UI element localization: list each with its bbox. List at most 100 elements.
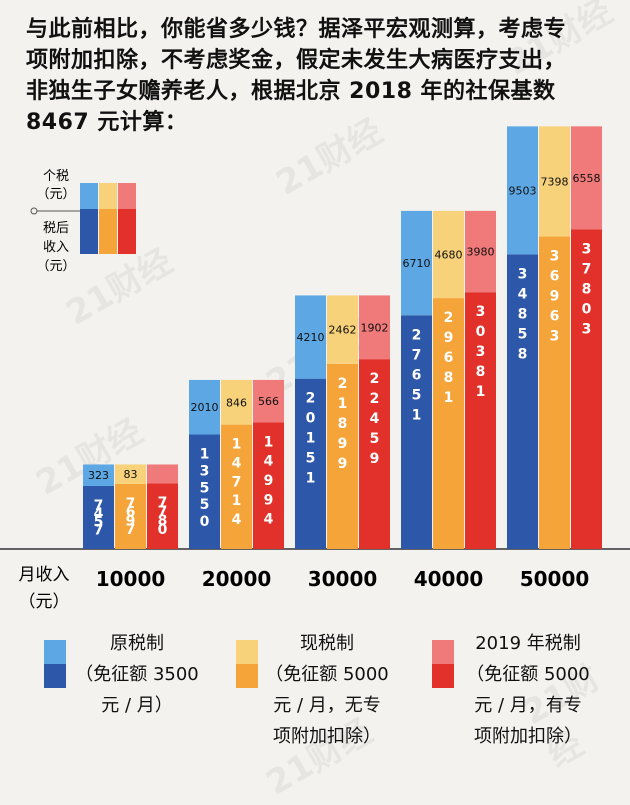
bar-after-tax: [295, 378, 326, 549]
legend-line: 元 / 月，无专: [273, 695, 381, 716]
bar-tax: [571, 126, 602, 230]
bar-after-tax: [359, 359, 390, 549]
legend-label-original: 原税制 （免征额 3500 元 / 月）: [72, 628, 202, 721]
tax-data-label: 2010: [191, 401, 219, 414]
legend-swatch-2019-top: [432, 640, 454, 664]
key-swatch-after-tax: [80, 209, 98, 254]
bar-tax: [115, 464, 146, 484]
tax-data-label: 323: [88, 469, 109, 482]
bar-after-tax: [253, 422, 284, 549]
legend-swatch-2019-bottom: [432, 664, 454, 688]
bar-tax: [465, 210, 496, 293]
bar-after-tax: [221, 424, 252, 549]
bar-after-tax: [115, 483, 146, 549]
bar-after-tax: [465, 292, 496, 549]
legend-line: 现税制: [300, 633, 354, 654]
tax-data-label: 566: [258, 395, 279, 408]
legend-line: 项附加扣除）: [474, 726, 582, 747]
legend-line: 项附加扣除）: [273, 726, 381, 747]
key-divider-dot: [30, 207, 38, 215]
tax-data-label: 83: [124, 468, 138, 481]
legend-swatch-current-top: [236, 640, 258, 664]
bar-tax: [83, 464, 114, 486]
bar-after-tax: [433, 298, 464, 549]
legend-label-2019: 2019 年税制 （免征额 5000 元 / 月，有专 项附加扣除）: [458, 628, 598, 752]
key-swatch-tax: [99, 183, 117, 209]
x-tick-label: 30000: [308, 567, 378, 591]
key-after-tax-label: 税后: [43, 221, 69, 236]
legend-line: （免征额 5000: [265, 664, 389, 685]
legend-line: 2019 年税制: [475, 633, 581, 654]
bar-after-tax: [571, 229, 602, 550]
intro-line: 8467 元计算：: [26, 110, 188, 135]
legend-swatch-original-top: [44, 640, 66, 664]
key-after-tax-label: 收入: [43, 240, 69, 255]
bar-tax: [189, 379, 220, 435]
tax-data-label: 6558: [573, 172, 601, 185]
legend-line: 原税制: [110, 633, 164, 654]
tax-data-label: 4210: [297, 331, 325, 344]
legend-line: 元 / 月）: [101, 695, 173, 716]
legend-line: （免征额 3500: [75, 664, 199, 685]
key-after-tax-label: （元）: [36, 259, 75, 274]
legend-swatch-original-bottom: [44, 664, 66, 688]
bar-tax: [295, 295, 326, 379]
x-tick-label: 10000: [96, 567, 166, 591]
x-axis-label: 月收入: [19, 565, 70, 585]
tax-data-label: 6710: [403, 257, 431, 270]
key-tax-label: （元）: [36, 187, 75, 202]
bar-tax: [221, 379, 252, 425]
bar-after-tax: [539, 236, 570, 549]
tax-data-label: 2462: [329, 324, 357, 337]
tax-data-label: 4680: [435, 248, 463, 261]
intro-line: 项附加扣除，不考虑奖金，假定未发生大病医疗支出，: [26, 48, 567, 73]
bar-tax: [359, 295, 390, 360]
x-axis-label: （元）: [19, 592, 70, 612]
tax-data-label: 3980: [467, 246, 495, 259]
intro-text: 与此前相比，你能省多少钱？据泽平宏观测算，考虑专 项附加扣除，不考虑奖金，假定未…: [26, 14, 616, 138]
tax-data-label: 846: [226, 396, 247, 409]
bar-tax: [401, 210, 432, 316]
bar-tax: [539, 126, 570, 237]
bar-tax: [147, 464, 178, 484]
x-tick-label: 20000: [202, 567, 272, 591]
tax-data-label: 9503: [509, 184, 537, 197]
tax-data-label: 1902: [361, 321, 389, 334]
intro-line: 非独生子女赡养老人，根据北京 2018 年的社保基数: [26, 79, 556, 104]
legend-label-current: 现税制 （免征额 5000 元 / 月，无专 项附加扣除）: [262, 628, 392, 752]
bar-after-tax: [327, 363, 358, 549]
key-swatch-tax: [80, 183, 98, 209]
legend-line: （免征额 5000: [466, 664, 590, 685]
bar-after-tax: [83, 485, 114, 549]
legend-swatch-current-bottom: [236, 664, 258, 688]
bar-tax: [433, 210, 464, 299]
x-tick-label: 50000: [520, 567, 590, 591]
key-swatch-after-tax: [118, 209, 136, 254]
x-tick-label: 40000: [414, 567, 484, 591]
intro-line: 与此前相比，你能省多少钱？据泽平宏观测算，考虑专: [26, 17, 567, 42]
bar-tax: [507, 126, 538, 255]
key-tax-label: 个税: [43, 169, 69, 184]
bar-after-tax: [507, 254, 538, 549]
bar-tax: [253, 379, 284, 423]
bar-after-tax: [401, 315, 432, 549]
bar-after-tax: [147, 483, 178, 549]
key-swatch-after-tax: [99, 209, 117, 254]
bar-tax: [327, 295, 358, 364]
legend-line: 元 / 月，有专: [474, 695, 582, 716]
